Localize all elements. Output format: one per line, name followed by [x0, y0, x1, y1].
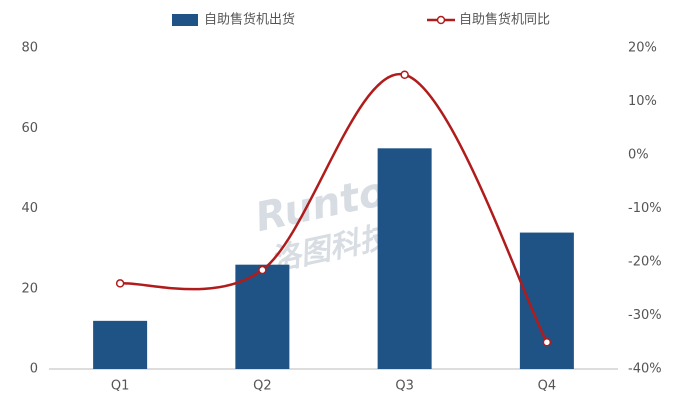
line-marker: [400, 70, 409, 79]
x-tick-label: Q2: [253, 379, 272, 394]
x-tick-label: Q3: [395, 379, 414, 394]
y2-tick-label: -10%: [628, 201, 662, 216]
y2-tick-label: 10%: [628, 94, 657, 109]
x-tick-label: Q1: [111, 379, 130, 394]
line-marker: [258, 265, 267, 275]
line: [120, 73, 548, 343]
y2-tick-label: -30%: [628, 308, 662, 323]
legend-swatch: [436, 15, 446, 25]
y-tick-label: 40: [21, 201, 38, 216]
bar: [93, 320, 148, 369]
y2-tick-label: -20%: [628, 255, 662, 270]
y-tick-label: 80: [21, 41, 38, 56]
y-tick-label: 20: [21, 281, 38, 296]
legend-label: 自助售货机同比: [459, 12, 550, 28]
legend-label: 自助售货机出货: [204, 12, 295, 28]
y-tick-label: 60: [21, 121, 38, 136]
y2-tick-label: -40%: [628, 362, 662, 377]
bar: [235, 264, 290, 369]
line-marker: [542, 338, 552, 347]
line-marker: [115, 279, 125, 288]
y2-tick-label: 20%: [628, 41, 657, 56]
y2-tick-label: 0%: [628, 148, 649, 163]
x-tick-label: Q4: [538, 379, 557, 394]
y-tick-label: 0: [30, 362, 38, 377]
legend-swatch: [172, 14, 198, 26]
bar: [377, 148, 432, 369]
